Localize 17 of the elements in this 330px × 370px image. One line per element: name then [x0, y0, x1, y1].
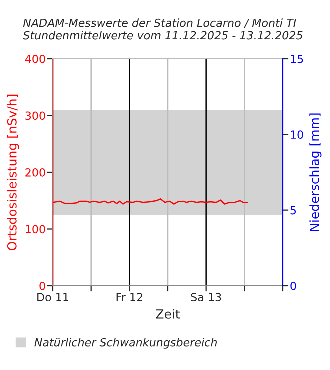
y2-tick-label: 5	[290, 206, 296, 215]
legend-label: Natürlicher Schwankungsbereich	[34, 338, 218, 349]
y-tick-label: 0	[40, 282, 46, 290]
y-tick-label: 100	[26, 225, 46, 234]
y-tick-label: 300	[26, 112, 46, 120]
y-tick-label: 200	[26, 168, 46, 177]
x-tick-label: Fr 12	[116, 293, 142, 302]
x-tick-label: Sa 13	[191, 293, 222, 302]
y2-tick-label: 0	[290, 282, 296, 290]
y-tick-label: 400	[25, 54, 46, 64]
y2-axis-title: Niederschlag [mm]	[310, 114, 322, 232]
x-tick-label: Do 11	[38, 293, 68, 302]
y-axis-title: Ortsdosisleistung [nSv/h]	[7, 94, 20, 251]
x-axis-title: Zeit	[156, 309, 180, 319]
y2-tick-label: 10	[291, 130, 304, 140]
chart-title: NADAM-Messwerte der Station Locarno / Monti TI Stundenmittelwerte vom 11.12.2025 - 13.12.2025	[23, 18, 303, 40]
y2-tick-label: 15	[291, 55, 304, 64]
